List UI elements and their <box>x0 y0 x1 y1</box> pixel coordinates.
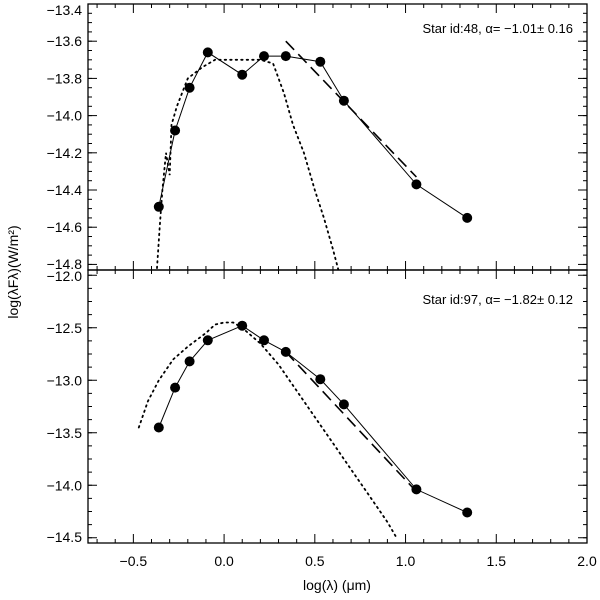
top-y-tick-label: −13.8 <box>47 70 83 86</box>
top-observed-point <box>259 51 269 62</box>
top-model-dotted-line <box>156 58 340 270</box>
x-axis-label: log(λ) (μm) <box>303 577 371 593</box>
bottom-observed-point <box>202 335 213 346</box>
top-y-tick-label: −13.4 <box>47 2 83 18</box>
top-observed-point <box>237 69 248 80</box>
bottom-observed-point <box>462 507 473 518</box>
bottom-y-tick-label: −14.5 <box>47 529 83 545</box>
bottom-y-tick-label: −13.0 <box>47 372 83 388</box>
top-observed-point <box>462 212 473 223</box>
x-tick-label: 2.0 <box>577 553 597 569</box>
x-tick-labels: −0.5 0.0 0.5 1.0 1.5 2.0 <box>120 553 597 569</box>
x-tick-label: −0.5 <box>120 553 148 569</box>
bottom-fit-dashed-line <box>285 351 417 493</box>
y-axis-label: log(λFλ)(W/m²) <box>5 225 21 318</box>
panel-star-97: −14.5 −14.0 −13.5 −13.0 −12.5 −12.0 Star id:9… <box>47 268 588 545</box>
bottom-observed-point <box>184 356 195 367</box>
bottom-observed-point <box>259 335 269 346</box>
bottom-observed-point <box>338 399 349 410</box>
bottom-observed-point <box>237 320 248 331</box>
bottom-annotation: Star id:97, α= −1.82± 0.12 <box>422 292 573 307</box>
top-y-tick-label: −14.6 <box>47 219 83 235</box>
top-observed-point <box>153 201 164 212</box>
x-tick-label: 0.5 <box>305 553 325 569</box>
bottom-y-tick-label: −13.5 <box>47 425 83 441</box>
x-tick-label: 1.5 <box>487 553 507 569</box>
top-observed-point <box>338 95 349 106</box>
top-observed-point <box>202 47 213 58</box>
top-y-tick-label: −14.0 <box>47 108 83 124</box>
bottom-observed-point <box>153 422 164 433</box>
bottom-y-tick-label: −14.0 <box>47 477 83 493</box>
top-y-ticks: −14.8 −14.6 −14.4 −14.2 −14.0 −13.8 −13.6 −13.4 <box>47 2 587 272</box>
top-observed-point <box>170 125 181 136</box>
bottom-observed-point <box>280 346 291 357</box>
top-y-tick-label: −14.4 <box>47 182 83 198</box>
x-tick-label: 0.0 <box>214 553 234 569</box>
top-observed-point <box>315 56 326 67</box>
top-observed-point <box>184 82 195 93</box>
top-observed-point <box>280 51 291 62</box>
top-y-tick-label: −13.6 <box>47 33 83 49</box>
bottom-observed-point <box>315 374 326 385</box>
bottom-plot-frame <box>87 269 588 544</box>
x-tick-label: 1.0 <box>396 553 416 569</box>
bottom-y-ticks: −14.5 −14.0 −13.5 −13.0 −12.5 −12.0 <box>47 268 587 545</box>
bottom-markers <box>153 320 473 518</box>
top-markers <box>153 47 473 223</box>
top-observed-point <box>411 179 422 190</box>
panel-star-48: −14.8 −14.6 −14.4 −14.2 −14.0 −13.8 −13.6 −13.4… <box>47 2 588 272</box>
bottom-observed-point <box>411 484 422 495</box>
top-annotation: Star id:48, α= −1.01± 0.16 <box>422 21 573 36</box>
top-y-tick-label: −14.8 <box>47 256 83 272</box>
bottom-y-tick-label: −12.0 <box>47 268 83 284</box>
bottom-observed-point <box>170 382 181 393</box>
bottom-x-ticks <box>96 270 588 543</box>
bottom-y-tick-label: −12.5 <box>47 320 83 336</box>
top-y-tick-label: −14.2 <box>47 145 83 161</box>
